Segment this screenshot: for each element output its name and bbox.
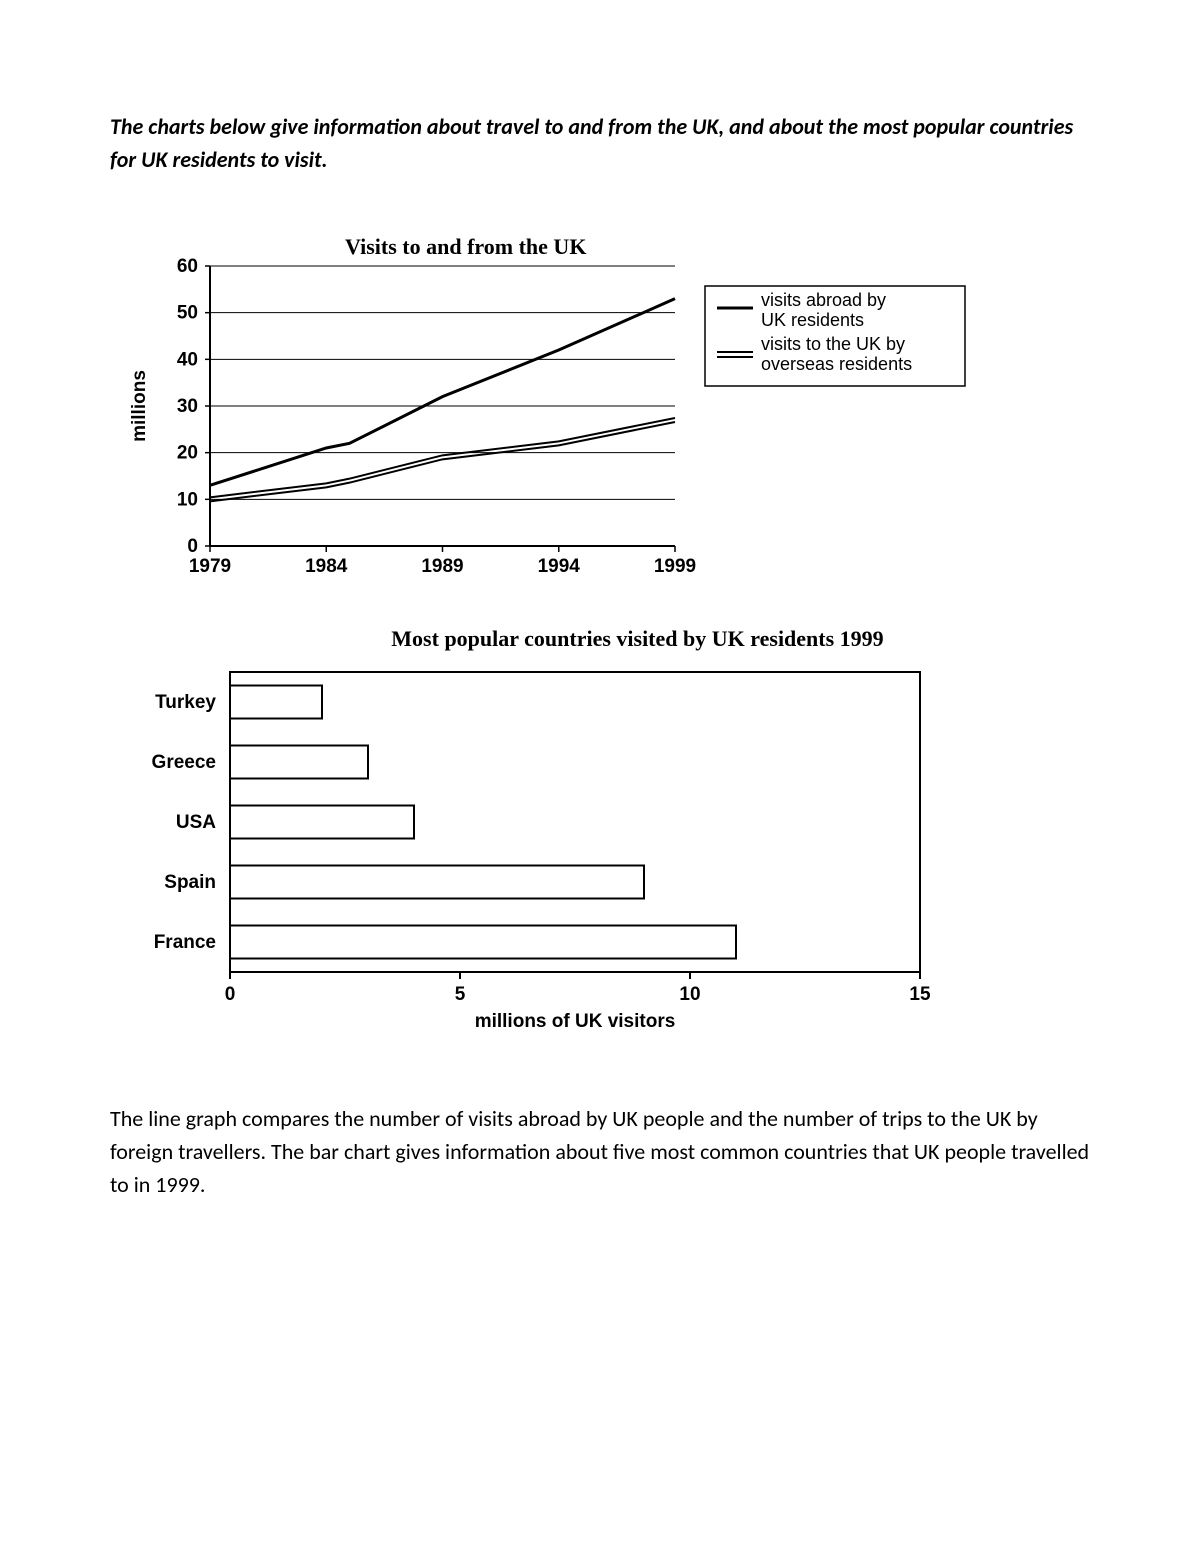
svg-text:30: 30 xyxy=(177,396,198,417)
task-prompt: The charts below give information about … xyxy=(110,110,1090,176)
svg-text:UK residents: UK residents xyxy=(761,310,864,330)
line-chart: Visits to and from the UK 0 10 20 30 40 50 60 19… xyxy=(125,236,1045,596)
document-page: The charts below give information about … xyxy=(0,0,1200,1261)
svg-text:Visits to and from the UK: Visits to and from the UK xyxy=(345,236,586,259)
svg-text:15: 15 xyxy=(909,984,931,1005)
line-chart-container: Visits to and from the UK 0 10 20 30 40 50 60 19… xyxy=(125,236,1090,596)
svg-text:millions: millions xyxy=(129,370,150,442)
svg-text:Greece: Greece xyxy=(152,752,216,773)
svg-text:0: 0 xyxy=(187,536,198,557)
svg-text:40: 40 xyxy=(177,349,198,370)
svg-text:5: 5 xyxy=(455,984,466,1005)
svg-text:visits abroad by: visits abroad by xyxy=(761,290,886,310)
svg-text:overseas residents: overseas residents xyxy=(761,354,912,374)
svg-text:10: 10 xyxy=(679,984,700,1005)
svg-text:60: 60 xyxy=(177,256,198,277)
svg-text:1984: 1984 xyxy=(305,556,348,577)
description-paragraph: The line graph compares the number of vi… xyxy=(110,1102,1090,1201)
svg-text:1979: 1979 xyxy=(189,556,231,577)
svg-text:Turkey: Turkey xyxy=(155,692,216,713)
bar-chart-container: Most popular countries visited by UK res… xyxy=(125,626,1090,1042)
bar-chart: Turkey Greece USA Spain France 0 5 10 15 millions… xyxy=(125,662,975,1042)
svg-text:1999: 1999 xyxy=(654,556,696,577)
svg-text:1989: 1989 xyxy=(421,556,463,577)
svg-text:1994: 1994 xyxy=(538,556,581,577)
svg-text:Spain: Spain xyxy=(164,872,216,893)
bar-chart-title: Most popular countries visited by UK res… xyxy=(185,626,1090,652)
svg-text:50: 50 xyxy=(177,303,198,324)
svg-text:USA: USA xyxy=(176,812,216,833)
svg-text:20: 20 xyxy=(177,443,198,464)
svg-text:visits to the UK by: visits to the UK by xyxy=(761,334,905,354)
svg-text:0: 0 xyxy=(225,984,236,1005)
svg-text:millions of UK visitors: millions of UK visitors xyxy=(475,1011,676,1032)
svg-text:10: 10 xyxy=(177,489,198,510)
svg-text:France: France xyxy=(154,932,216,953)
